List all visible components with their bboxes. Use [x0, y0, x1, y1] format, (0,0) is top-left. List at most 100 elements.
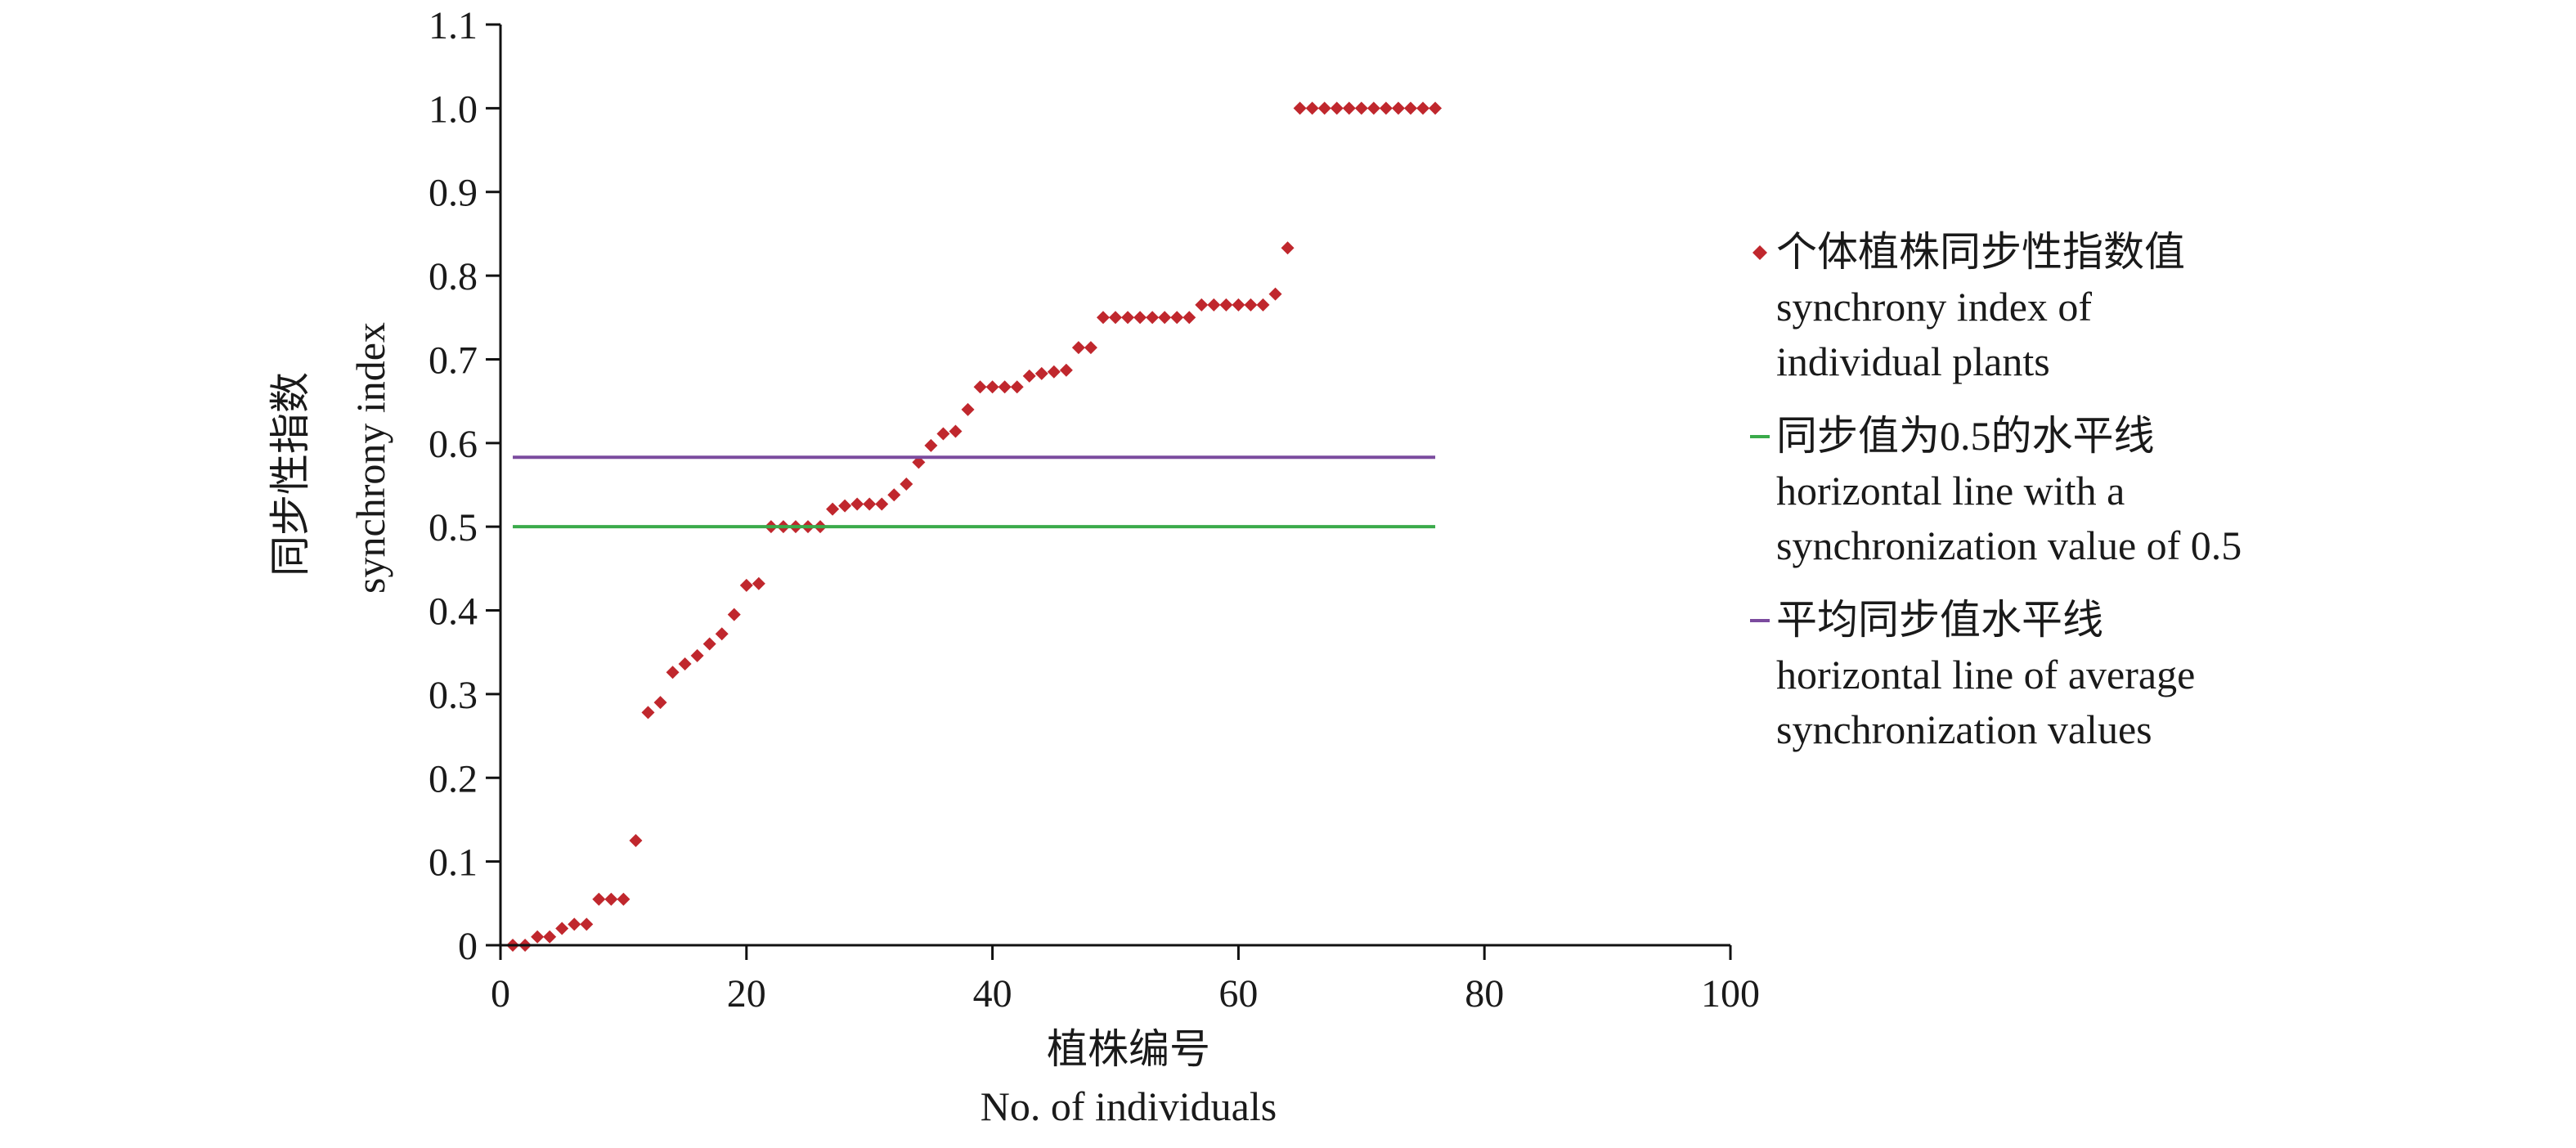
data-point [678, 657, 692, 671]
data-point [1096, 311, 1110, 325]
y-tick-label: 0.5 [429, 506, 478, 549]
legend-label-line: horizontal line of average [1776, 652, 2195, 697]
legend-label-line: 个体植株同步性指数值 [1776, 229, 2185, 275]
data-point [1109, 311, 1122, 325]
data-point [1219, 298, 1233, 312]
data-point [1416, 101, 1429, 115]
data-point [1391, 101, 1405, 115]
data-point [998, 380, 1012, 394]
legend-label-line: 平均同步值水平线 [1776, 597, 2103, 643]
axes: 0 20 40 60 80 100 0 0.1 0.2 0.3 0.4 0.5 0.6 0.7 0.8 0.9… [429, 4, 1760, 1016]
data-point [641, 706, 655, 720]
legend-label-line: horizontal line with a [1776, 468, 2125, 513]
data-point [1429, 101, 1443, 115]
data-point [1034, 366, 1048, 380]
data-point [1022, 369, 1036, 383]
data-point [1059, 363, 1073, 377]
data-point [1244, 298, 1258, 312]
data-point [985, 380, 999, 394]
data-point [1158, 311, 1172, 325]
data-point [555, 922, 569, 935]
data-point [666, 666, 680, 679]
data-point [936, 427, 950, 441]
x-tick-label: 20 [727, 972, 766, 1016]
y-tick-label: 0.8 [429, 255, 478, 298]
y-tick-label: 1.0 [429, 87, 478, 131]
data-point [1146, 311, 1160, 325]
x-tick-label: 80 [1465, 972, 1504, 1016]
legend: 个体植株同步性指数值 synchrony index of individual p… [1750, 229, 2242, 752]
data-point [1170, 311, 1184, 325]
data-point [1317, 101, 1331, 115]
data-point [690, 648, 704, 662]
legend-label-line: synchronization value of 0.5 [1776, 522, 2242, 568]
data-point [752, 576, 765, 590]
data-point [838, 499, 852, 513]
data-point [1330, 101, 1344, 115]
legend-entry-1: 同步值为0.5的水平线 horizontal line with a synchro… [1750, 413, 2242, 568]
y-axis-title-zh: 同步性指数 [267, 372, 313, 576]
data-point [900, 477, 913, 491]
x-tick-label: 40 [973, 972, 1012, 1016]
data-point [1354, 101, 1368, 115]
data-point [912, 455, 926, 469]
y-tick-label: 0.3 [429, 674, 478, 717]
data-point [1133, 311, 1147, 325]
legend-label-line: individual plants [1776, 339, 2050, 384]
y-tick-label: 0.4 [429, 590, 478, 634]
legend-swatch-marker [1752, 245, 1767, 260]
x-tick-label: 0 [491, 972, 510, 1016]
legend-entry-2: 平均同步值水平线 horizontal line of average synchr… [1750, 597, 2195, 752]
data-point [568, 917, 581, 931]
data-point [617, 892, 631, 906]
legend-label-line: synchrony index of [1776, 284, 2092, 330]
y-tick-label: 0.6 [429, 423, 478, 466]
data-point [739, 578, 753, 592]
plot-area [506, 101, 1443, 952]
data-point [973, 380, 987, 394]
data-point [1121, 311, 1135, 325]
y-tick-label: 1.1 [429, 4, 478, 47]
data-point [887, 488, 901, 502]
data-point [653, 696, 667, 710]
data-point [1281, 241, 1295, 255]
data-point [924, 438, 938, 452]
data-point [826, 502, 840, 516]
data-point [1071, 341, 1085, 355]
x-tick-label: 60 [1218, 972, 1258, 1016]
data-point [1305, 101, 1319, 115]
data-point [1195, 298, 1209, 312]
data-point [727, 608, 741, 621]
x-axis-title-en: No. of individuals [981, 1083, 1277, 1129]
y-tick-label: 0.7 [429, 339, 478, 382]
x-tick-label: 100 [1701, 972, 1760, 1016]
y-tick-label: 0.2 [429, 757, 478, 800]
data-point [1084, 341, 1097, 355]
data-point [1403, 101, 1417, 115]
data-point [531, 930, 545, 944]
data-point [715, 627, 729, 641]
data-point [850, 497, 864, 511]
data-point [1183, 311, 1196, 325]
y-tick-label: 0 [458, 925, 478, 968]
y-tick-label: 0.9 [429, 172, 478, 215]
data-point [1293, 101, 1307, 115]
x-axis-title-zh: 植株编号 [1047, 1026, 1210, 1072]
data-point [629, 834, 643, 848]
y-axis-title-en: synchrony index [348, 322, 393, 594]
data-point [592, 892, 606, 906]
data-point [1268, 287, 1282, 301]
data-point [1379, 101, 1393, 115]
legend-label-line: 同步值为0.5的水平线 [1776, 413, 2155, 459]
data-point [949, 424, 963, 438]
data-point [1367, 101, 1380, 115]
y-tick-label: 0.1 [429, 841, 478, 885]
data-point [1047, 365, 1061, 379]
data-point [1342, 101, 1356, 115]
data-point [961, 402, 975, 416]
data-point [1232, 298, 1245, 312]
legend-entry-0: 个体植株同步性指数值 synchrony index of individual p… [1752, 229, 2185, 384]
data-point [702, 637, 716, 651]
data-point [580, 917, 594, 931]
